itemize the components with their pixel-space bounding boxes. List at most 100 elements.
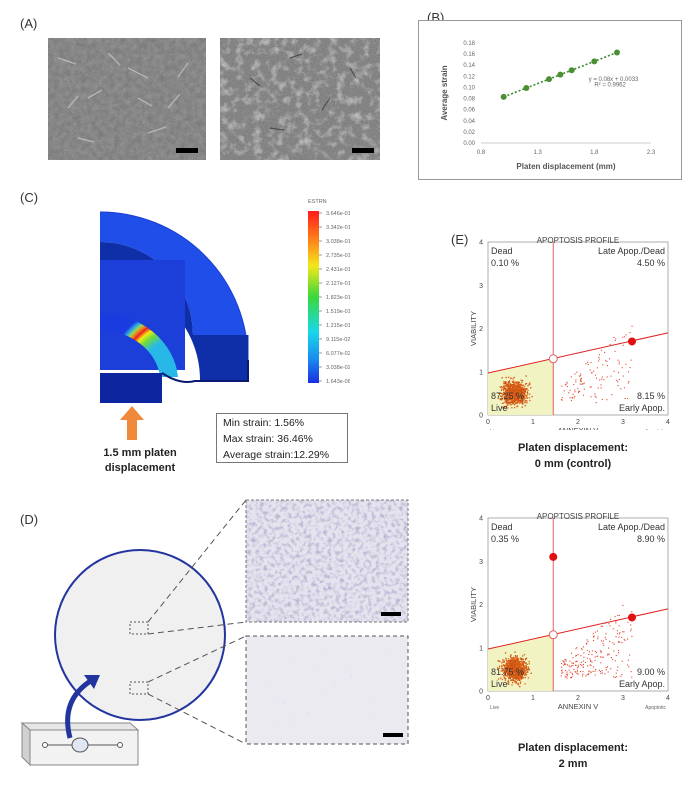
live-percent: 81.75 % [491,667,524,677]
legend-value: 3.038e-01 [326,239,350,245]
x-tick-label: 1 [531,419,535,426]
data-point [557,71,564,78]
x-tick-label: 4 [666,419,670,426]
apoptotic-axis-label: Apoptotic [645,705,666,710]
flow-caption-2mm: Platen displacement: 2 mm [468,740,678,772]
flow-title: APOPTOSIS PROFILE [537,512,620,521]
y-tick-label: 0.08 [463,97,475,103]
flow-plot-2mm: APOPTOSIS PROFILE 0 1 2 3 4 0 1 2 3 4 ANNEXIN V Live… [469,512,670,710]
early-percent: 8.15 % [637,391,665,401]
curved-arrow-icon [65,677,94,739]
y-tick-label: 0 [479,413,483,420]
x-tick-label: 2.3 [647,150,656,156]
stained-image-top [246,500,408,622]
y-tick-label: 0.10 [463,85,475,91]
legend-value: 3.646e-01 [326,211,350,217]
y-tick-label: 0 [479,689,483,696]
legend-value: 1.823e-01 [326,295,350,301]
min-strain: Min strain: 1.56% [223,417,305,429]
apoptotic-axis-label: Apoptotic [645,429,666,430]
late-label: Late Apop./Dead [598,246,665,256]
gate-top-handle [549,552,558,561]
micrograph-right [220,38,380,160]
data-point [546,76,552,83]
live-label: Live [491,403,508,413]
legend-value: 3.342e-01 [326,225,350,231]
live-quadrant [488,634,554,691]
y-tick-label: 1 [479,369,483,376]
x-tick-label: 1.3 [533,150,542,156]
early-label: Early Apop. [619,679,665,689]
late-percent: 8.90 % [637,534,665,544]
early-percent: 9.00 % [637,667,665,677]
event-cloud [496,604,633,688]
x-tick-label: 3 [621,419,625,426]
y-tick-label: 3 [479,559,483,566]
early-label: Early Apop. [619,403,665,413]
x-tick-label: 0 [486,419,490,426]
flow-plot-control: APOPTOSIS PROFILE 0 1 2 3 4 0 1 2 3 4 ANNEXIN V Live… [469,236,670,430]
legend-colorbar [308,211,319,383]
x-tick-label: 1 [531,695,535,702]
legend-value: 6.077e-02 [326,351,350,357]
data-point [614,49,620,56]
flow-y-axis-title: VIABILITY [469,587,478,622]
legend-value: 1.643e-06 [326,379,350,385]
flow-x-axis-title: ANNEXIN V [558,426,598,430]
flow-title: APOPTOSIS PROFILE [537,236,620,245]
gate-diagonal [487,608,669,650]
legend-value: 2.127e-01 [326,281,350,287]
avg-strain: Average strain:12.29% [223,449,330,461]
device-schematic [20,499,409,767]
fem-contour: ESTRN 3.646e-01 3.342e-01 3.038e-01 2.735e-… [60,195,351,410]
live-label: Live [491,679,508,689]
gate-slope-handle [628,613,636,622]
dead-percent: 0.10 % [491,258,519,268]
strain-vs-displacement-chart: 0.00 0.02 0.04 0.06 0.08 0.10 0.12 0.14 0.16 0.18… [440,41,656,171]
dead-label: Dead [491,246,513,256]
dead-percent: 0.35 % [491,534,519,544]
flow-y-axis-title: VIABILITY [469,311,478,346]
gate-center-handle [548,354,558,364]
x-tick-label: 1.8 [590,150,599,156]
panel-label-e: (E) [451,232,469,247]
y-tick-label: 0.00 [463,141,475,147]
live-axis-label: Live [490,429,499,430]
fem-caption-line1: 1.5 mm platen [103,447,177,459]
microfluidic-device [20,721,140,767]
fem-caption: 1.5 mm platen displacement [80,446,200,476]
x-axis-title: Platen displacement (mm) [516,162,615,171]
legend-title: ESTRN [308,199,327,205]
legend-value: 9.115e-02 [326,337,350,343]
max-strain: Max strain: 36.46% [223,433,313,445]
flow-caption-2mm-line1: Platen displacement: [517,742,629,754]
up-arrow-icon [120,406,144,440]
chart-box-b: 0.00 0.02 0.04 0.06 0.08 0.10 0.12 0.14 0.16 0.18… [418,20,682,180]
strain-summary-box: Min strain: 1.56% Max strain: 36.46% Ave… [216,413,348,463]
live-percent: 87.25 % [491,391,524,401]
y-tick-label: 1 [479,645,483,652]
late-label: Late Apop./Dead [598,522,665,532]
data-point [523,85,530,91]
y-tick-label: 2 [479,326,483,333]
y-tick-label: 0.02 [463,130,475,136]
scale-bar [176,148,198,153]
panel-label-c: (C) [20,190,39,205]
y-tick-label: 0.18 [463,41,475,47]
y-tick-label: 4 [479,516,483,523]
y-tick-label: 0.04 [463,119,475,125]
y-tick-label: 0.12 [463,74,475,80]
stained-image-bottom [246,636,408,744]
y-tick-label: 0.06 [463,108,475,114]
dead-label: Dead [491,522,513,532]
legend-value: 1.519e-01 [326,309,350,315]
live-axis-label: Live [490,705,499,710]
gate-diagonal [487,332,669,374]
y-tick-label: 0.16 [463,52,475,58]
data-point [591,58,598,65]
y-tick-label: 4 [479,240,483,247]
legend-value: 2.431e-01 [326,267,350,273]
micrograph-left [48,38,206,160]
scale-bar [352,148,374,153]
x-tick-label: 4 [666,695,670,702]
